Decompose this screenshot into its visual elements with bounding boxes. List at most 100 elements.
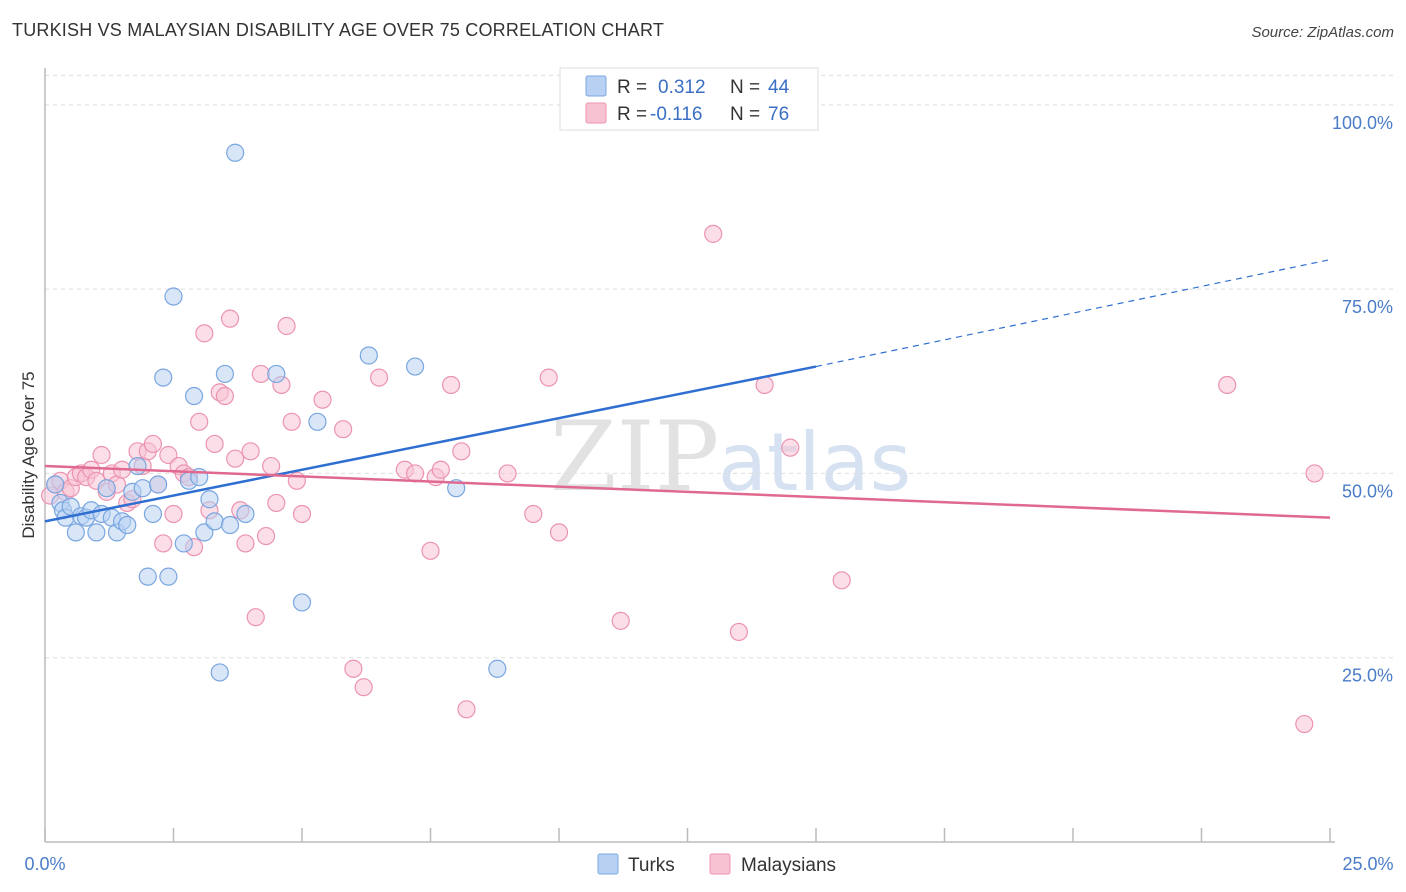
malaysians-point <box>236 534 255 553</box>
legend-malaysians-r-value: -0.116 <box>650 104 702 125</box>
malaysians-point <box>267 493 286 513</box>
malaysians-point <box>1295 714 1314 734</box>
malaysians-point <box>262 456 281 476</box>
grid <box>45 74 1393 659</box>
malaysians-point <box>251 364 270 384</box>
turks-point <box>118 515 137 535</box>
malaysians-point <box>441 375 461 395</box>
malaysians-point <box>256 526 276 546</box>
malaysians-point <box>246 608 265 627</box>
turks-point <box>200 490 219 509</box>
legend-turks-n-value: 44 <box>768 77 790 98</box>
turks-point <box>236 504 255 524</box>
watermark: ZIP atlas <box>550 401 911 513</box>
malaysians-point <box>611 611 630 630</box>
turks-point <box>488 659 507 678</box>
turks-point <box>128 456 147 476</box>
malaysians-point <box>205 434 224 454</box>
malaysians-point <box>92 445 111 465</box>
turks-point <box>174 534 193 553</box>
legend-turks-r-value: 0.312 <box>658 77 706 98</box>
malaysians-point <box>405 464 425 483</box>
malaysians-point <box>215 386 234 406</box>
malaysians-point <box>344 659 363 678</box>
malaysians-point <box>781 438 800 457</box>
turks-point <box>359 346 378 365</box>
x-tick-label-min: 0.0% <box>24 854 65 874</box>
bottom-legend-swatch-malaysians <box>709 853 731 875</box>
malaysians-point <box>457 700 476 719</box>
turks-point <box>159 567 178 586</box>
legend-swatch-malaysians <box>585 102 607 124</box>
malaysians-point <box>524 504 543 524</box>
turks-point <box>46 475 65 494</box>
malaysians-point <box>226 449 245 468</box>
turks-point <box>138 567 157 586</box>
legend-turks-r-label: R = <box>617 77 647 98</box>
turks-point <box>210 663 229 682</box>
turks-point <box>205 512 224 531</box>
turks-point <box>226 143 245 162</box>
turks-points <box>46 143 507 682</box>
x-ticks <box>44 828 1331 842</box>
legend-swatch-turks <box>585 75 607 97</box>
legend-malaysians-n-value: 76 <box>768 104 789 125</box>
turks-trend-extension <box>815 259 1331 368</box>
malaysians-point <box>164 504 183 524</box>
malaysians-point <box>154 534 173 553</box>
malaysians-point <box>549 523 569 542</box>
malaysians-point <box>370 368 389 387</box>
bottom-legend-malaysians: Malaysians <box>741 855 836 876</box>
turks-point <box>97 479 116 498</box>
malaysians-trend-line <box>44 464 1331 519</box>
y-tick-label: 50.0% <box>1342 481 1393 501</box>
turks-point <box>164 287 183 306</box>
malaysians-points <box>41 224 1324 734</box>
turks-point <box>87 523 106 542</box>
turks-point <box>405 357 425 376</box>
malaysians-point <box>704 224 723 243</box>
malaysians-point <box>421 541 440 560</box>
chart-title: TURKISH VS MALAYSIAN DISABILITY AGE OVER… <box>12 20 665 40</box>
malaysians-point <box>241 442 260 461</box>
x-tick-label-max: 25.0% <box>1342 854 1393 874</box>
malaysians-point <box>220 309 240 328</box>
source-credit: Source: ZipAtlas.com <box>1251 24 1394 41</box>
malaysians-point <box>1305 464 1324 483</box>
malaysians-point <box>431 460 450 479</box>
malaysians-point <box>539 368 558 387</box>
turks-point <box>148 475 168 494</box>
malaysians-point <box>354 678 373 697</box>
malaysians-point <box>282 412 301 431</box>
turks-point <box>292 593 312 612</box>
turks-trend-line <box>44 365 817 523</box>
malaysians-point <box>1218 375 1237 395</box>
trend-lines <box>44 259 1331 523</box>
turks-point <box>308 412 327 431</box>
turks-point <box>184 386 204 406</box>
malaysians-point <box>498 464 517 483</box>
legend-malaysians-n-label: N = <box>730 104 760 125</box>
watermark-zip: ZIP <box>550 401 719 513</box>
turks-point <box>215 364 234 384</box>
legend-malaysians-r-label: R = <box>617 104 647 125</box>
turks-point <box>66 523 85 542</box>
bottom-legend-swatch-turks <box>597 853 619 875</box>
legend-turks-n-label: N = <box>730 77 760 98</box>
bottom-legend-turks: Turks <box>628 855 675 876</box>
malaysians-point <box>334 420 353 439</box>
turks-point <box>143 504 163 524</box>
malaysians-point <box>729 622 749 642</box>
axes <box>44 68 1335 843</box>
malaysians-point <box>292 504 312 524</box>
turks-point <box>220 515 240 535</box>
turks-point <box>267 364 286 384</box>
malaysians-point <box>143 434 163 454</box>
malaysians-point <box>452 442 471 461</box>
turks-point <box>133 479 152 498</box>
y-tick-label: 75.0% <box>1342 297 1393 317</box>
y-axis-label: Disability Age Over 75 <box>19 371 38 538</box>
legend: R = 0.312 N = 44 R = -0.116 N = 76 <box>559 67 819 131</box>
y-tick-label: 25.0% <box>1342 666 1393 686</box>
